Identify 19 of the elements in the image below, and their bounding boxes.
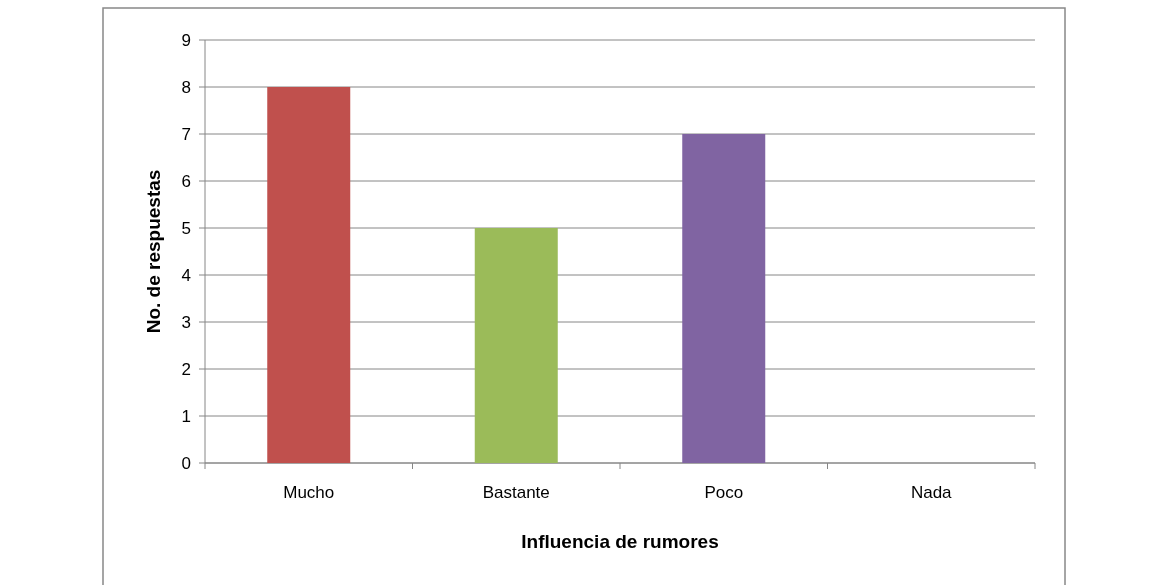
y-tick-label: 4: [181, 265, 191, 285]
y-tick-label: 1: [181, 406, 191, 426]
y-tick-label: 0: [181, 453, 191, 473]
x-axis-title: Influencia de rumores: [521, 531, 719, 552]
y-tick-label: 9: [181, 30, 191, 50]
y-tick-label: 6: [181, 171, 191, 191]
x-tick-label: Mucho: [283, 483, 335, 502]
bar: [474, 228, 558, 463]
bar: [267, 87, 351, 463]
y-tick-label: 5: [181, 218, 191, 238]
x-tick-label: Bastante: [482, 483, 550, 502]
x-tick-label: Poco: [704, 483, 744, 502]
y-axis-title: No. de respuestas: [143, 169, 164, 334]
bar: [682, 134, 766, 463]
y-tick-label: 3: [181, 312, 191, 332]
y-tick-label: 2: [181, 359, 191, 379]
x-tick-label: Nada: [910, 483, 953, 502]
y-tick-label: 7: [181, 124, 191, 144]
y-tick-label: 8: [181, 77, 191, 97]
